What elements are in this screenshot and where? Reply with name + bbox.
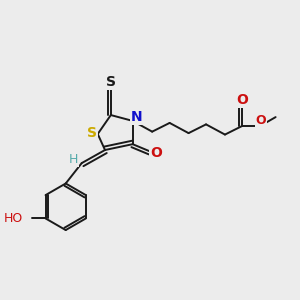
Text: N: N <box>130 110 142 124</box>
Text: H: H <box>69 153 78 166</box>
Text: S: S <box>106 76 116 89</box>
Text: S: S <box>88 125 98 140</box>
Text: O: O <box>256 114 266 127</box>
Text: HO: HO <box>4 212 23 225</box>
Text: O: O <box>236 93 248 107</box>
Text: O: O <box>150 146 162 160</box>
